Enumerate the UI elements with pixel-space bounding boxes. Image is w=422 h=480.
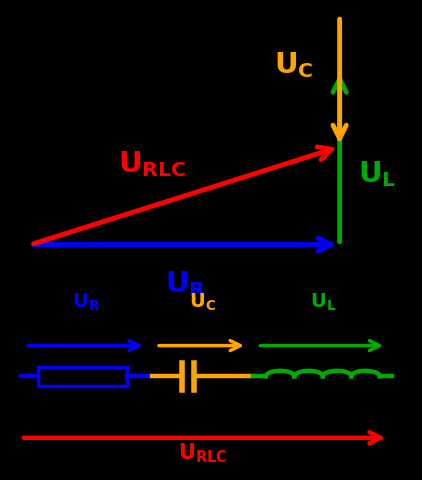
Text: $\mathbf{U_R}$: $\mathbf{U_R}$ [72,292,101,313]
Bar [38,367,127,386]
Text: $\mathbf{U_L}$: $\mathbf{U_L}$ [310,292,336,313]
Text: $\mathbf{U_C}$: $\mathbf{U_C}$ [189,292,216,313]
Text: $\mathbf{U_{RLC}}$: $\mathbf{U_{RLC}}$ [178,441,227,465]
Text: $\mathbf{U_L}$: $\mathbf{U_L}$ [358,159,397,189]
Text: $\mathbf{U_C}$: $\mathbf{U_C}$ [274,50,314,80]
Text: $\mathbf{U_{RLC}}$: $\mathbf{U_{RLC}}$ [118,150,187,180]
Text: $\mathbf{U_R}$: $\mathbf{U_R}$ [165,269,206,299]
